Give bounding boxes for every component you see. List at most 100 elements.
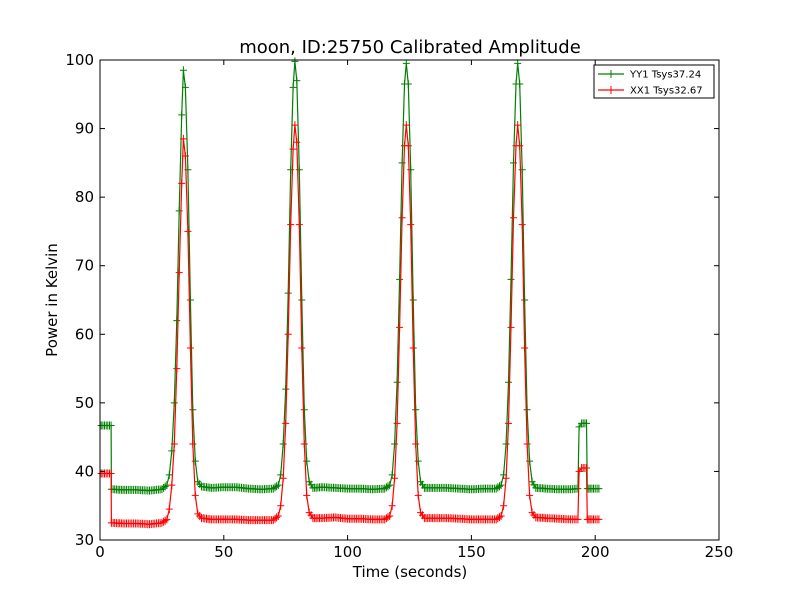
- data-point-marker: [407, 220, 415, 229]
- series-2: [97, 121, 603, 529]
- data-point-marker: [521, 344, 529, 352]
- data-point-marker: [414, 457, 422, 466]
- plot-frame: [99, 59, 720, 541]
- data-point-marker: [583, 419, 590, 428]
- data-point-marker: [391, 440, 399, 448]
- data-point-marker: [186, 344, 194, 352]
- data-point-marker: [189, 405, 197, 414]
- data-point-marker: [523, 405, 531, 414]
- data-point-marker: [179, 66, 187, 75]
- data-point-marker: [273, 482, 281, 491]
- y-tick-label: 80: [75, 188, 94, 206]
- data-point-marker: [526, 491, 534, 500]
- data-point-marker: [168, 481, 176, 490]
- data-point-marker: [396, 275, 404, 284]
- data-point-marker: [496, 482, 503, 491]
- data-point-marker: [523, 440, 531, 448]
- data-point-marker: [502, 474, 510, 483]
- data-point-marker: [295, 165, 303, 174]
- legend-marker: [607, 70, 615, 78]
- data-point-marker: [303, 491, 311, 500]
- data-point-marker: [414, 491, 422, 500]
- data-point-marker: [516, 80, 524, 88]
- data-point-marker: [186, 296, 194, 304]
- data-point-marker: [583, 464, 590, 472]
- data-point-marker: [274, 481, 282, 490]
- data-point-marker: [393, 378, 401, 387]
- data-point-marker: [165, 470, 173, 479]
- data-point-marker: [404, 141, 412, 150]
- chart-title: moon, ID:25750 Calibrated Amplitude: [239, 37, 581, 58]
- series-layer: [97, 57, 603, 529]
- x-tick-label: 250: [705, 543, 734, 561]
- data-point-marker: [279, 440, 287, 448]
- data-point-marker: [514, 121, 522, 130]
- data-point-marker: [412, 440, 420, 448]
- data-point-marker: [173, 364, 181, 373]
- data-point-marker: [595, 515, 603, 524]
- data-point-marker: [161, 516, 169, 525]
- data-point-marker: [409, 344, 417, 352]
- data-point-marker: [181, 83, 189, 92]
- data-point-marker: [273, 513, 281, 522]
- data-point-marker: [170, 440, 178, 448]
- legend-label: XX1 Tsys32.67: [630, 86, 703, 97]
- data-point-marker: [289, 83, 297, 92]
- data-point-marker: [287, 220, 295, 229]
- data-point-marker: [574, 515, 582, 524]
- data-point-marker: [303, 457, 311, 466]
- data-point-marker: [595, 484, 603, 493]
- data-point-marker: [412, 405, 420, 414]
- y-tick-label: 100: [65, 51, 94, 69]
- data-point-marker: [179, 134, 187, 143]
- legend: YY1 Tsys37.24 XX1 Tsys32.67: [593, 64, 715, 99]
- x-tick-label: 50: [214, 543, 233, 561]
- data-point-marker: [175, 268, 183, 277]
- data-point-marker: [293, 76, 301, 85]
- data-point-marker: [386, 512, 394, 520]
- data-point-marker: [279, 474, 287, 483]
- data-point-marker: [274, 512, 282, 520]
- data-point-marker: [161, 482, 169, 491]
- ticks-layer: 0 50 100 150 200 250 30 40 50 60 70 80 90 100: [65, 51, 733, 561]
- x-tick-label: 100: [333, 543, 362, 561]
- data-point-marker: [298, 296, 306, 304]
- data-point-marker: [384, 482, 392, 491]
- data-point-marker: [404, 80, 412, 88]
- data-point-marker: [291, 57, 299, 66]
- data-point-marker: [191, 491, 199, 500]
- data-point-marker: [170, 398, 178, 407]
- data-point-marker: [384, 513, 392, 522]
- data-point-marker: [502, 440, 510, 448]
- data-point-marker: [497, 512, 505, 520]
- data-point-marker: [510, 213, 517, 222]
- data-point-marker: [163, 515, 171, 524]
- data-point-marker: [293, 138, 301, 147]
- data-point-marker: [284, 330, 292, 339]
- data-point-marker: [398, 213, 406, 222]
- legend-marker: [607, 86, 615, 94]
- data-point-marker: [516, 141, 524, 150]
- data-point-marker: [277, 501, 285, 510]
- data-point-marker: [386, 481, 394, 490]
- data-point-marker: [295, 220, 303, 229]
- legend-box: [593, 64, 715, 99]
- y-tick-label: 60: [75, 325, 94, 343]
- x-axis-label: Time (seconds): [352, 563, 468, 581]
- data-point-marker: [518, 220, 526, 229]
- data-point-marker: [505, 419, 512, 428]
- data-point-marker: [396, 323, 404, 332]
- data-point-marker: [500, 501, 508, 510]
- data-point-marker: [507, 275, 515, 284]
- data-point-marker: [521, 296, 529, 304]
- data-point-marker: [507, 323, 515, 332]
- legend-entries: YY1 Tsys37.24 XX1 Tsys32.67: [598, 70, 703, 97]
- data-point-marker: [107, 469, 115, 478]
- data-point-marker: [514, 59, 522, 68]
- data-point-marker: [107, 421, 115, 430]
- x-tick-label: 0: [95, 543, 105, 561]
- data-point-marker: [300, 405, 308, 414]
- data-point-marker: [165, 505, 173, 514]
- data-point-marker: [300, 440, 308, 448]
